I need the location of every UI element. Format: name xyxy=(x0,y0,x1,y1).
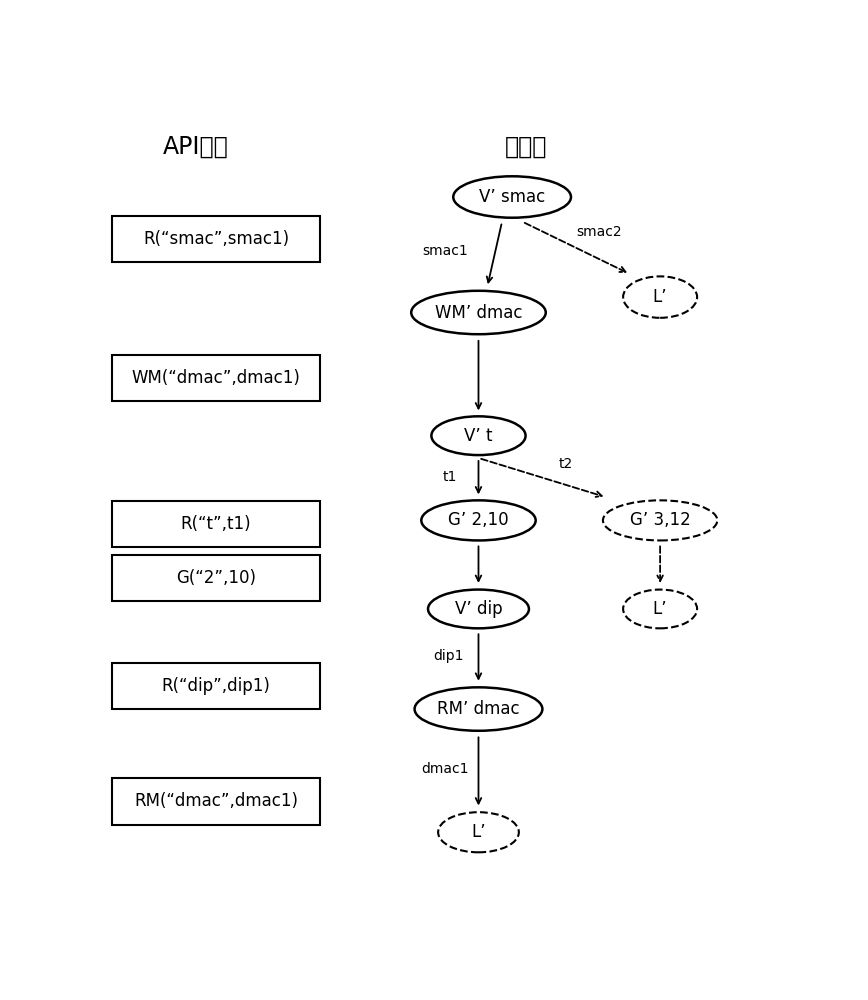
Text: WM(“dmac”,dmac1): WM(“dmac”,dmac1) xyxy=(132,369,300,387)
Ellipse shape xyxy=(415,687,542,731)
Text: G’ 2,10: G’ 2,10 xyxy=(448,511,509,529)
Ellipse shape xyxy=(603,500,717,540)
Text: RM(“dmac”,dmac1): RM(“dmac”,dmac1) xyxy=(135,792,298,810)
Text: R(“t”,t1): R(“t”,t1) xyxy=(181,515,252,533)
Text: V’ t: V’ t xyxy=(464,427,493,445)
FancyBboxPatch shape xyxy=(112,501,320,547)
Text: smac2: smac2 xyxy=(576,225,622,239)
Ellipse shape xyxy=(411,291,546,334)
Ellipse shape xyxy=(623,276,697,318)
Text: R(“smac”,smac1): R(“smac”,smac1) xyxy=(143,230,289,248)
FancyBboxPatch shape xyxy=(112,663,320,709)
Text: G(“2”,10): G(“2”,10) xyxy=(176,569,256,587)
Ellipse shape xyxy=(438,812,519,852)
FancyBboxPatch shape xyxy=(112,778,320,825)
Text: 路径树: 路径树 xyxy=(504,135,547,159)
Text: dip1: dip1 xyxy=(433,649,464,663)
Text: R(“dip”,dip1): R(“dip”,dip1) xyxy=(161,677,271,695)
Ellipse shape xyxy=(431,416,526,455)
Text: L’: L’ xyxy=(653,600,667,618)
Ellipse shape xyxy=(453,176,571,218)
Text: t2: t2 xyxy=(559,457,573,471)
FancyBboxPatch shape xyxy=(112,555,320,601)
Text: t1: t1 xyxy=(443,470,457,484)
Text: RM’ dmac: RM’ dmac xyxy=(437,700,520,718)
Text: L’: L’ xyxy=(653,288,667,306)
Text: smac1: smac1 xyxy=(422,244,468,258)
Text: L’: L’ xyxy=(471,823,486,841)
FancyBboxPatch shape xyxy=(112,216,320,262)
Text: dmac1: dmac1 xyxy=(421,762,469,776)
Ellipse shape xyxy=(623,590,697,628)
Text: API路径: API路径 xyxy=(163,135,229,159)
Ellipse shape xyxy=(421,500,536,540)
Ellipse shape xyxy=(428,590,529,628)
FancyBboxPatch shape xyxy=(112,355,320,401)
Text: V’ dip: V’ dip xyxy=(455,600,503,618)
Text: V’ smac: V’ smac xyxy=(479,188,545,206)
Text: G’ 3,12: G’ 3,12 xyxy=(630,511,690,529)
Text: WM’ dmac: WM’ dmac xyxy=(435,304,523,322)
